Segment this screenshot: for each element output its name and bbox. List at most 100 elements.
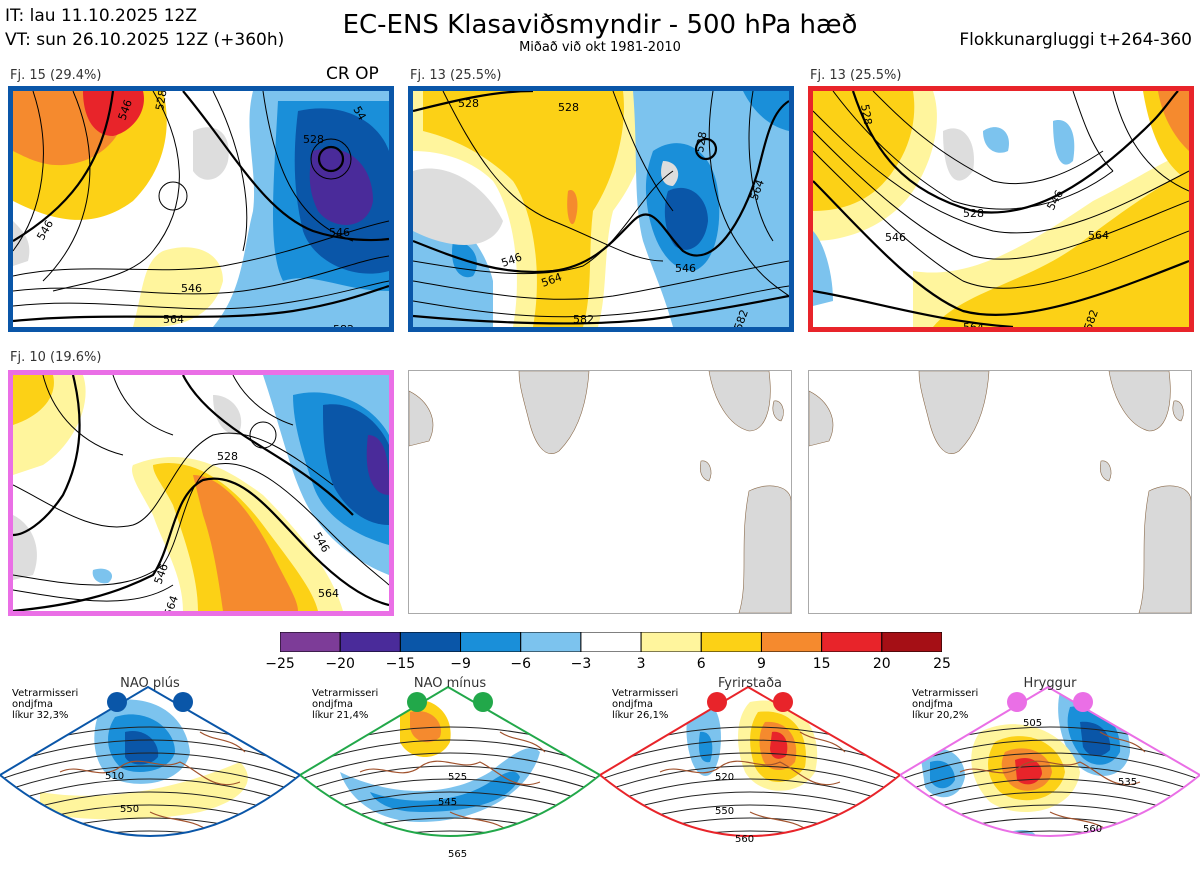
cluster-map-4: 528 546 564 546 564 bbox=[8, 370, 394, 616]
valid-time: VT: sun 26.10.2025 12Z (+360h) bbox=[5, 30, 285, 50]
regime-map: 525 545 565 bbox=[298, 685, 602, 860]
regime-name: Hryggur bbox=[1023, 676, 1077, 691]
contour-label: 528 bbox=[303, 133, 324, 146]
colorbar-swatch bbox=[520, 631, 582, 653]
regime-contour-label: 505 bbox=[1023, 718, 1042, 729]
colorbar-tick-label: −6 bbox=[510, 656, 532, 672]
colorbar-swatch bbox=[279, 631, 341, 653]
colorbar-swatch bbox=[399, 631, 462, 653]
colorbar-tick-label: 20 bbox=[872, 656, 891, 672]
panel-1-tag: CR OP bbox=[326, 64, 379, 84]
contour-label: 546 bbox=[329, 226, 350, 239]
height-contour bbox=[0, 778, 300, 810]
regime-info-line: líkur 20,2% bbox=[912, 710, 969, 721]
colorbar-tick-label: 25 bbox=[933, 656, 951, 672]
contour-label: 564 bbox=[1088, 229, 1109, 242]
regime-indicator-dot bbox=[107, 692, 127, 712]
regime-contour-label: 520 bbox=[715, 772, 734, 783]
regime-indicator-dot bbox=[1007, 692, 1027, 712]
page-title: EC-ENS Klasaviðsmyndir - 500 hPa hæð bbox=[342, 10, 858, 40]
regime-info-line: Vetrarmisseri bbox=[12, 688, 79, 699]
regime-contour-label: 560 bbox=[735, 834, 754, 845]
contour-label: 564 bbox=[162, 594, 181, 611]
contour-label: 528 bbox=[558, 101, 579, 114]
regime-info-line: líkur 32,3% bbox=[12, 710, 69, 721]
regime-info: Vetrarmisseri ondjfma líkur 26,1% bbox=[612, 688, 678, 721]
regime-info-line: líkur 26,1% bbox=[612, 710, 669, 721]
colorbar-tick-label: −20 bbox=[325, 656, 355, 672]
colorbar-tick-label: −3 bbox=[570, 656, 592, 672]
height-contour bbox=[0, 830, 300, 836]
colorbar-swatch bbox=[640, 631, 702, 653]
anomaly-shading bbox=[1015, 757, 1042, 785]
regime-panel: 520 550 560 Fyrirstaða Vetrarmisseri ondjfma l… bbox=[598, 672, 902, 871]
empty-map-5 bbox=[408, 370, 792, 614]
regime-border bbox=[0, 685, 302, 837]
height-contour bbox=[300, 765, 600, 797]
contour-label: 564 bbox=[963, 321, 984, 327]
colorbar-tick-label: −15 bbox=[385, 656, 416, 672]
regime-info-line: Vetrarmisseri bbox=[612, 688, 679, 699]
panel-4-label: Fj. 10 (19.6%) bbox=[10, 350, 102, 365]
height-contour bbox=[600, 830, 900, 836]
contour-label: 528 bbox=[963, 207, 984, 220]
anomaly-shading bbox=[410, 711, 441, 743]
height-contour bbox=[0, 765, 300, 797]
contour-label: 528 bbox=[217, 450, 238, 463]
cluster-map-3: 528 546 528 546 564 564 582 bbox=[808, 86, 1194, 332]
contour-label: 54 bbox=[350, 104, 368, 123]
contour-label: 582 bbox=[573, 313, 594, 326]
cluster-map-1: 546 528 546 546 564 546 528 54 582 bbox=[8, 86, 394, 332]
colorbar-tick-label: 6 bbox=[696, 656, 706, 672]
colorbar-swatch bbox=[881, 631, 943, 653]
regime-info-line: ondjfma bbox=[612, 699, 653, 710]
height-contour bbox=[900, 765, 1200, 797]
panel-2-label: Fj. 13 (25.5%) bbox=[410, 68, 502, 83]
regime-info-line: Vetrarmisseri bbox=[312, 688, 379, 699]
colorbar-swatch bbox=[700, 631, 762, 653]
colorbar-tick-label: −9 bbox=[450, 656, 471, 672]
panel-3-label: Fj. 13 (25.5%) bbox=[810, 68, 902, 83]
regime-contour-label: 550 bbox=[120, 804, 139, 815]
colorbar-tick-label: 15 bbox=[812, 656, 831, 672]
regime-info-line: líkur 21,4% bbox=[312, 710, 369, 721]
colorbar-tick-label: 9 bbox=[756, 656, 766, 672]
regime-map: 505 535 560 bbox=[898, 685, 1200, 837]
regime-map: 520 550 560 bbox=[598, 685, 902, 845]
contour-label: 546 bbox=[181, 282, 202, 295]
regime-contour-label: 565 bbox=[448, 849, 467, 860]
colorbar-swatch bbox=[460, 631, 522, 653]
colorbar-tick-label: 3 bbox=[636, 656, 646, 672]
colorbar-swatch bbox=[821, 631, 883, 653]
height-contour bbox=[600, 765, 900, 797]
contour-label: 564 bbox=[318, 587, 339, 600]
regime-contour-label: 545 bbox=[438, 797, 457, 808]
height-contour bbox=[600, 778, 900, 810]
height-contour bbox=[300, 830, 600, 836]
regime-panel: 510 550 NAO plús Vetrarmisseri ondjfma líkur … bbox=[0, 672, 302, 871]
regime-indicator-dot bbox=[707, 692, 727, 712]
regime-indicator-dot bbox=[473, 692, 493, 712]
regime-panel: 505 535 560 Hryggur Vetrarmisseri ondjfma líku… bbox=[898, 672, 1200, 871]
contour-label: 546 bbox=[885, 231, 906, 244]
regime-name: Fyrirstaða bbox=[717, 676, 783, 691]
height-contour bbox=[300, 778, 600, 810]
regime-contour-label: 525 bbox=[448, 772, 467, 783]
regime-border bbox=[298, 685, 602, 837]
height-contour bbox=[900, 778, 1200, 810]
regime-info: Vetrarmisseri ondjfma líkur 21,4% bbox=[312, 688, 378, 721]
regime-map: 510 550 bbox=[0, 685, 302, 837]
regime-name: NAO mínus bbox=[413, 676, 487, 691]
regime-indicator-dot bbox=[173, 692, 193, 712]
height-contour bbox=[900, 830, 1200, 836]
contour-label: 546 bbox=[675, 262, 696, 275]
regime-info: Vetrarmisseri ondjfma líkur 32,3% bbox=[12, 688, 78, 721]
regime-indicator-dot bbox=[1073, 692, 1093, 712]
anomaly-shading bbox=[40, 762, 248, 820]
regime-panel: 525 545 565 NAO mínus Vetrarmisseri ondjfma lí… bbox=[298, 672, 602, 871]
colorbar-swatch bbox=[580, 631, 642, 653]
regime-contour-label: 560 bbox=[1083, 824, 1102, 835]
anomaly-shading bbox=[125, 731, 159, 765]
contour-label: 528 bbox=[458, 97, 479, 110]
regime-contour-label: 535 bbox=[1118, 777, 1137, 788]
